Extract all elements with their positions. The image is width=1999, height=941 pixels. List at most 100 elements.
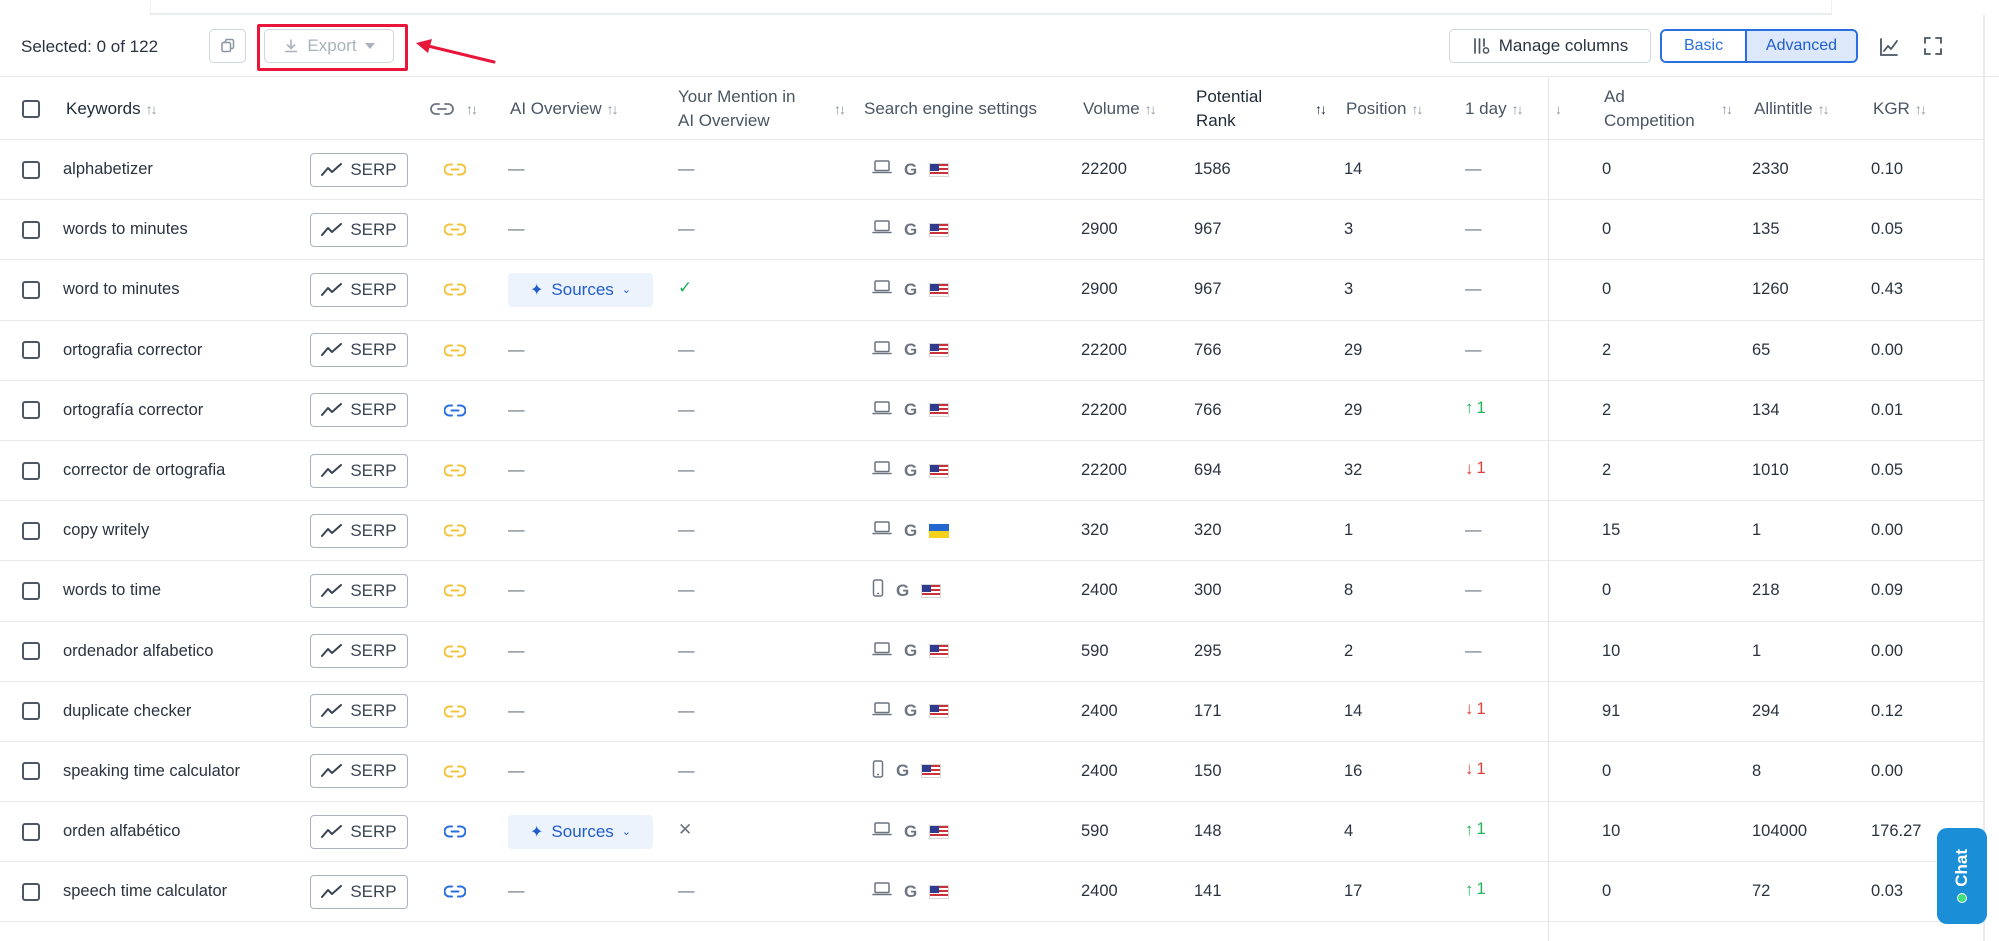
serp-button[interactable]: SERP bbox=[310, 272, 408, 307]
volume-value: 22200 bbox=[1081, 160, 1127, 179]
export-button[interactable]: Export bbox=[264, 29, 394, 63]
serp-button[interactable]: SERP bbox=[310, 453, 408, 488]
sources-dropdown[interactable]: ✦ Sources ⌄ bbox=[508, 814, 653, 849]
col-potential-sort[interactable]: ↑↓ bbox=[1310, 78, 1327, 140]
link-icon[interactable] bbox=[444, 464, 466, 477]
serp-button[interactable]: SERP bbox=[310, 694, 408, 729]
col-ad-sort[interactable]: ↑↓ bbox=[1716, 78, 1733, 140]
row-checkbox[interactable] bbox=[22, 220, 40, 239]
row-checkbox[interactable] bbox=[22, 642, 40, 661]
row-checkbox[interactable] bbox=[22, 401, 40, 420]
sources-dropdown[interactable]: ✦ Sources ⌄ bbox=[508, 272, 653, 307]
col-ad-competition[interactable]: Ad Competition bbox=[1604, 78, 1695, 140]
trend-line-icon bbox=[321, 704, 343, 718]
link-icon[interactable] bbox=[444, 825, 466, 838]
chat-button[interactable]: Chat bbox=[1937, 828, 1987, 924]
serp-button[interactable]: SERP bbox=[310, 814, 408, 849]
flag-usa-icon bbox=[929, 884, 950, 899]
volume-value: 2400 bbox=[1081, 761, 1118, 780]
link-icon[interactable] bbox=[444, 765, 466, 778]
link-icon[interactable] bbox=[444, 404, 466, 417]
keyword-text: alphabetizer bbox=[63, 160, 153, 179]
serp-button[interactable]: SERP bbox=[310, 634, 408, 669]
volume-cell: 22200 bbox=[1081, 140, 1127, 199]
view-advanced-button[interactable]: Advanced bbox=[1745, 31, 1856, 61]
ai-overview-cell: ✦ Sources ⌄ bbox=[508, 802, 653, 861]
row-checkbox[interactable] bbox=[22, 341, 40, 360]
row-checkbox[interactable] bbox=[22, 521, 40, 540]
serp-button[interactable]: SERP bbox=[310, 573, 408, 608]
empty-value: — bbox=[1465, 581, 1482, 600]
ad-competition-value: 2 bbox=[1602, 400, 1612, 419]
link-icon[interactable] bbox=[444, 885, 466, 898]
copy-button[interactable] bbox=[209, 29, 246, 63]
col-mention-sort[interactable]: ↑↓ bbox=[829, 78, 846, 140]
row-checkbox[interactable] bbox=[22, 160, 40, 179]
link-icon[interactable] bbox=[444, 163, 466, 176]
potential-rank-value: 171 bbox=[1194, 701, 1222, 720]
row-checkbox[interactable] bbox=[22, 461, 40, 480]
serp-button[interactable]: SERP bbox=[310, 393, 408, 428]
link-icon[interactable] bbox=[444, 283, 466, 296]
link-icon[interactable] bbox=[444, 584, 466, 597]
col-volume[interactable]: Volume ↑↓ bbox=[1083, 78, 1157, 140]
col-one-day[interactable]: 1 day ↑↓ bbox=[1465, 78, 1524, 140]
col-allintitle[interactable]: Allintitle ↑↓ bbox=[1754, 78, 1830, 140]
link-icon[interactable] bbox=[444, 645, 466, 658]
kgr-value: 0.10 bbox=[1871, 160, 1904, 179]
keyword-cell: ordenador alfabetico bbox=[63, 622, 213, 681]
position-cell: 2 bbox=[1344, 622, 1353, 681]
serp-button[interactable]: SERP bbox=[310, 754, 408, 789]
col-kgr[interactable]: KGR ↑↓ bbox=[1873, 78, 1927, 140]
ad-competition-cell: 0 bbox=[1602, 140, 1611, 199]
volume-value: 22200 bbox=[1081, 461, 1127, 480]
flag-usa-icon bbox=[929, 824, 950, 839]
desktop-icon bbox=[872, 882, 892, 896]
potential-rank-value: 150 bbox=[1194, 761, 1222, 780]
position-cell: 8 bbox=[1344, 561, 1353, 620]
link-icon[interactable] bbox=[444, 705, 466, 718]
position-value: 14 bbox=[1344, 160, 1363, 179]
col-link[interactable]: ↑↓ bbox=[430, 78, 478, 140]
empty-value: — bbox=[508, 160, 525, 179]
view-basic-button[interactable]: Basic bbox=[1662, 31, 1745, 61]
col-position[interactable]: Position ↑↓ bbox=[1346, 78, 1423, 140]
row-checkbox[interactable] bbox=[22, 822, 40, 841]
chart-icon[interactable] bbox=[1878, 36, 1900, 58]
keyword-cell: speech time calculator bbox=[63, 862, 227, 921]
row-checkbox[interactable] bbox=[22, 702, 40, 721]
serp-button[interactable]: SERP bbox=[310, 152, 408, 187]
col-keywords[interactable]: Keywords ↑↓ bbox=[66, 78, 158, 140]
select-all-checkbox[interactable] bbox=[22, 100, 40, 118]
position-value: 3 bbox=[1344, 280, 1354, 299]
link-icon[interactable] bbox=[444, 344, 466, 357]
serp-button[interactable]: SERP bbox=[310, 874, 408, 909]
link-icon[interactable] bbox=[444, 524, 466, 537]
table-row: words to minutes SERP — — G 2900 967 3 —… bbox=[0, 200, 1985, 261]
col-extra-sort[interactable]: ↓ bbox=[1550, 78, 1562, 140]
link-icon[interactable] bbox=[444, 223, 466, 236]
col-mention[interactable]: Your Mention in AI Overview bbox=[678, 78, 796, 140]
serp-button[interactable]: SERP bbox=[310, 212, 408, 247]
col-potential-rank[interactable]: Potential Rank bbox=[1196, 78, 1262, 140]
row-checkbox[interactable] bbox=[22, 882, 40, 901]
serp-button[interactable]: SERP bbox=[310, 333, 408, 368]
table-row: speaking time calculator SERP — — G 2400… bbox=[0, 742, 1985, 803]
link-cell bbox=[444, 622, 466, 681]
flag-usa-icon bbox=[929, 403, 950, 418]
potential-rank-cell: 967 bbox=[1194, 200, 1222, 259]
fullscreen-icon[interactable] bbox=[1923, 36, 1943, 56]
row-checkbox[interactable] bbox=[22, 581, 40, 600]
ai-overview-cell: — bbox=[508, 501, 525, 560]
col-ai-overview[interactable]: AI Overview ↑↓ bbox=[510, 78, 619, 140]
keyword-text: corrector de ortografia bbox=[63, 461, 226, 480]
allintitle-cell: 65 bbox=[1752, 321, 1770, 380]
manage-columns-button[interactable]: Manage columns bbox=[1449, 29, 1651, 63]
row-checkbox[interactable] bbox=[22, 280, 40, 299]
serp-button[interactable]: SERP bbox=[310, 513, 408, 548]
empty-value: — bbox=[508, 461, 525, 480]
row-checkbox[interactable] bbox=[22, 762, 40, 781]
volume-cell: 2400 bbox=[1081, 862, 1118, 921]
allintitle-cell: 294 bbox=[1752, 682, 1780, 741]
keyword-cell: ortografía corrector bbox=[63, 381, 203, 440]
